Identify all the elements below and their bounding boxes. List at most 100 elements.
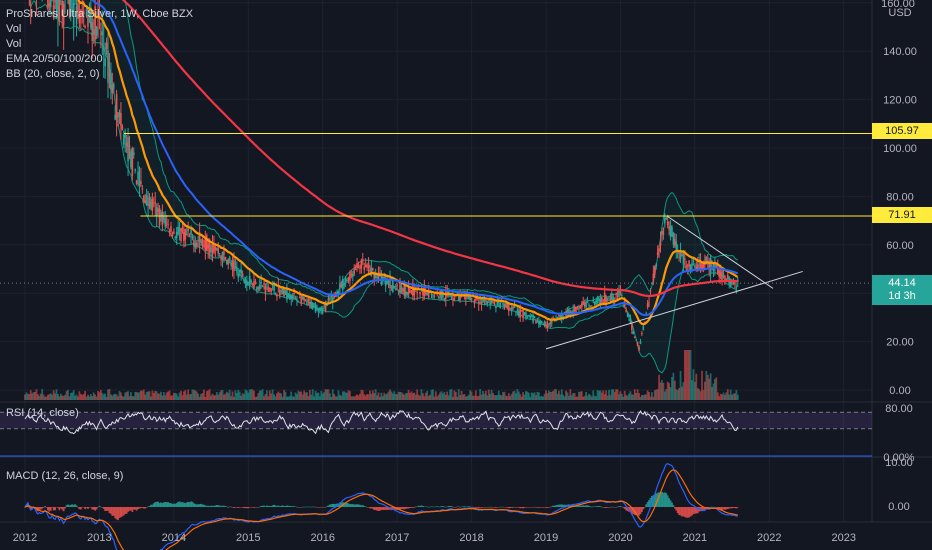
volume-bar <box>124 392 127 400</box>
candle-body <box>367 262 370 269</box>
candle-body <box>430 293 433 295</box>
candle-body <box>639 341 642 344</box>
volume-bar <box>443 391 446 400</box>
candle-body <box>141 188 144 190</box>
volume-bar <box>187 389 190 400</box>
macd-label[interactable]: MACD (12, 26, close, 9) <box>6 470 124 482</box>
macd-histogram-bar <box>207 505 210 507</box>
candle-body <box>495 306 497 309</box>
volume-bar <box>138 392 141 400</box>
volume-bar <box>297 390 300 400</box>
volume-bar <box>600 392 603 400</box>
macd-histogram-bar <box>532 506 535 508</box>
volume-bar <box>250 389 253 400</box>
macd-histogram-bar <box>605 507 608 508</box>
macd-histogram-bar <box>58 507 61 511</box>
indicator-volume-1[interactable]: Vol <box>6 23 22 35</box>
price-tick-label: 140.00 <box>883 46 917 58</box>
candle-body <box>142 195 145 203</box>
volume-bar <box>552 390 555 400</box>
candle-body <box>473 300 476 304</box>
candle-body <box>132 152 135 156</box>
macd-histogram-bar <box>462 506 464 507</box>
macd-histogram-bar <box>187 501 190 507</box>
volume-bar <box>681 386 683 400</box>
macd-histogram-bar <box>480 507 483 508</box>
candle-body <box>251 283 254 286</box>
macd-histogram-bar <box>671 502 673 507</box>
macd-histogram-bar <box>185 502 188 507</box>
candle-body <box>165 222 168 224</box>
macd-histogram-bar <box>291 506 294 507</box>
candle-body <box>238 269 241 273</box>
triangle-trendlines[interactable] <box>545 215 803 350</box>
macd-histogram-bar <box>393 507 396 510</box>
macd-histogram-bar <box>108 507 111 514</box>
macd-histogram-bar <box>44 506 46 507</box>
candle-body <box>540 320 543 323</box>
volume-bar <box>245 390 248 400</box>
candle-body <box>520 310 523 312</box>
volume-bar <box>271 389 274 400</box>
macd-tick-label: 10.00 <box>885 457 913 469</box>
volume-bar <box>303 390 306 400</box>
macd-histogram-bar <box>215 505 218 507</box>
volume-bar <box>380 392 383 400</box>
candle-body <box>681 253 683 256</box>
time-tick-label: 2016 <box>310 532 334 544</box>
candle-body <box>125 142 128 147</box>
macd-histogram-bar <box>277 505 280 507</box>
macd-histogram-bar <box>500 506 503 508</box>
candle-body <box>708 261 710 268</box>
macd-histogram-bar <box>280 505 283 507</box>
candle-body <box>214 246 217 250</box>
indicator-bbands[interactable]: BB (20, close, 2, 0) <box>6 68 100 80</box>
candle-body <box>725 278 728 280</box>
volume-bar <box>519 394 522 400</box>
volume-bar <box>307 396 310 400</box>
volume-bar <box>157 393 160 400</box>
volume-bar <box>353 396 356 400</box>
macd-histogram-bar <box>713 506 716 508</box>
macd-histogram-bar <box>344 502 347 507</box>
macd-histogram-bar <box>369 507 371 509</box>
candle-body <box>301 296 304 300</box>
candle-body <box>330 296 333 298</box>
volume-bar <box>115 394 118 400</box>
macd-histogram-bar <box>643 507 646 508</box>
volume-bar <box>572 393 575 400</box>
price-tick-label: 120.00 <box>883 95 917 107</box>
volume-bar <box>692 369 695 400</box>
macd-histogram-bar <box>533 506 536 508</box>
macd-histogram-bar <box>562 504 565 507</box>
volume-bar <box>251 389 254 400</box>
macd-histogram-bar <box>575 505 577 507</box>
macd-histogram-bar <box>124 507 127 514</box>
candle-body <box>443 299 446 300</box>
macd-histogram-bar <box>160 502 162 507</box>
macd-histogram-bar <box>619 506 622 507</box>
horizontal-levels[interactable] <box>0 133 872 284</box>
macd-histogram-bar <box>513 507 516 508</box>
volume-bar <box>641 394 643 400</box>
macd-histogram-bar <box>334 503 337 507</box>
volume-bar <box>112 394 115 400</box>
candle-body <box>300 296 303 304</box>
indicator-volume-2[interactable]: Vol <box>6 38 22 50</box>
indicator-ema[interactable]: EMA 20/50/100/200 <box>6 53 103 65</box>
macd-histogram-bar <box>616 506 619 508</box>
candle-body <box>489 300 491 306</box>
volume-bar <box>227 392 230 400</box>
candle-body <box>55 0 58 10</box>
volume-bar <box>98 392 101 400</box>
candle-body <box>672 232 675 245</box>
macd-histogram-bar <box>678 507 681 515</box>
macd-histogram-bar <box>151 504 154 507</box>
macd-histogram-bar <box>87 507 89 509</box>
rsi-label[interactable]: RSI (14, close) <box>6 407 79 419</box>
macd-histogram-bar <box>536 507 539 508</box>
volume-bar <box>578 391 580 400</box>
volume-bar <box>273 394 275 400</box>
candle-body <box>518 310 520 317</box>
